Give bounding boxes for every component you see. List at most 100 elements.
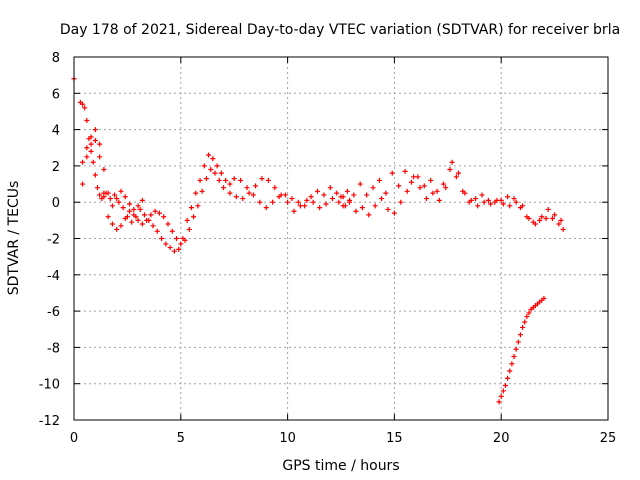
- data-point: [231, 176, 237, 182]
- data-point: [321, 192, 327, 198]
- data-point: [344, 188, 350, 194]
- data-point: [421, 183, 427, 189]
- data-point: [453, 174, 459, 180]
- data-point: [184, 217, 190, 223]
- y-tick-label: -8: [47, 341, 60, 356]
- data-point: [500, 201, 506, 207]
- data-point: [105, 214, 111, 220]
- data-point: [475, 203, 481, 209]
- data-point: [88, 148, 94, 154]
- data-point: [118, 223, 124, 229]
- data-point: [80, 159, 86, 165]
- data-point: [238, 177, 244, 183]
- data-point: [135, 203, 141, 209]
- data-point: [488, 201, 494, 207]
- data-point: [517, 332, 523, 338]
- data-point: [154, 228, 160, 234]
- data-point: [552, 212, 558, 218]
- data-point: [545, 206, 551, 212]
- series-arc-6: [340, 159, 564, 227]
- x-tick-label: 0: [70, 431, 78, 446]
- data-point: [304, 197, 310, 203]
- data-point: [473, 196, 479, 202]
- data-point: [176, 246, 182, 252]
- data-point: [396, 183, 402, 189]
- data-point: [556, 221, 562, 227]
- data-point: [92, 172, 98, 178]
- data-point: [82, 105, 88, 111]
- x-tick-label: 15: [386, 431, 403, 446]
- y-tick-label: 0: [52, 196, 60, 211]
- data-point: [186, 226, 192, 232]
- data-point: [522, 319, 528, 325]
- data-point: [532, 221, 538, 227]
- data-point: [347, 199, 353, 205]
- data-point: [385, 206, 391, 212]
- data-point: [195, 203, 201, 209]
- data-point: [197, 177, 203, 183]
- data-point: [338, 194, 344, 200]
- y-axis-label: SDTVAR / TECUs: [6, 181, 22, 296]
- data-point: [383, 190, 389, 196]
- series-arc-5: [338, 167, 566, 232]
- y-tick-label: -2: [47, 233, 60, 248]
- data-point: [541, 295, 547, 301]
- data-point: [560, 226, 566, 232]
- data-point: [246, 190, 252, 196]
- data-point: [297, 203, 303, 209]
- data-point: [216, 177, 222, 183]
- data-point: [127, 208, 133, 214]
- data-point: [370, 185, 376, 191]
- data-point: [520, 203, 526, 209]
- data-point: [455, 170, 461, 176]
- data-point: [285, 199, 291, 205]
- data-point: [515, 339, 521, 345]
- data-marks: [71, 76, 566, 405]
- data-point: [174, 236, 180, 241]
- data-point: [131, 212, 137, 218]
- data-point: [244, 185, 250, 191]
- series-arc-3: [80, 137, 348, 247]
- data-point: [411, 174, 417, 180]
- data-point: [441, 181, 447, 187]
- data-point: [468, 197, 474, 203]
- series-arc-7: [496, 295, 547, 405]
- data-point: [423, 196, 429, 202]
- grid-lines: [74, 57, 608, 420]
- data-point: [159, 236, 165, 241]
- data-point: [203, 176, 209, 182]
- data-point: [92, 127, 98, 133]
- data-point: [353, 208, 359, 214]
- data-point: [212, 170, 218, 176]
- data-point: [376, 177, 382, 183]
- data-point: [526, 310, 532, 316]
- data-point: [295, 199, 301, 205]
- data-point: [391, 210, 397, 216]
- data-point: [408, 179, 414, 185]
- data-point: [434, 188, 440, 194]
- data-point: [218, 170, 224, 176]
- data-point: [90, 159, 96, 165]
- data-point: [227, 181, 233, 187]
- data-point: [80, 101, 86, 107]
- data-point: [449, 159, 455, 165]
- data-point: [84, 118, 90, 124]
- data-point: [549, 216, 555, 222]
- data-point: [188, 205, 194, 211]
- data-point: [502, 383, 508, 389]
- data-point: [253, 183, 259, 189]
- data-point: [109, 203, 115, 209]
- data-point: [152, 208, 158, 214]
- data-point: [201, 163, 207, 169]
- data-point: [498, 393, 504, 399]
- data-point: [513, 199, 519, 205]
- data-point: [118, 188, 124, 194]
- data-point: [165, 221, 171, 227]
- data-point: [507, 203, 513, 209]
- series-arc-4: [80, 127, 145, 212]
- data-point: [481, 199, 487, 205]
- data-point: [141, 212, 147, 218]
- data-point: [364, 192, 370, 198]
- x-tick-label: 20: [493, 431, 510, 446]
- data-point: [193, 190, 199, 196]
